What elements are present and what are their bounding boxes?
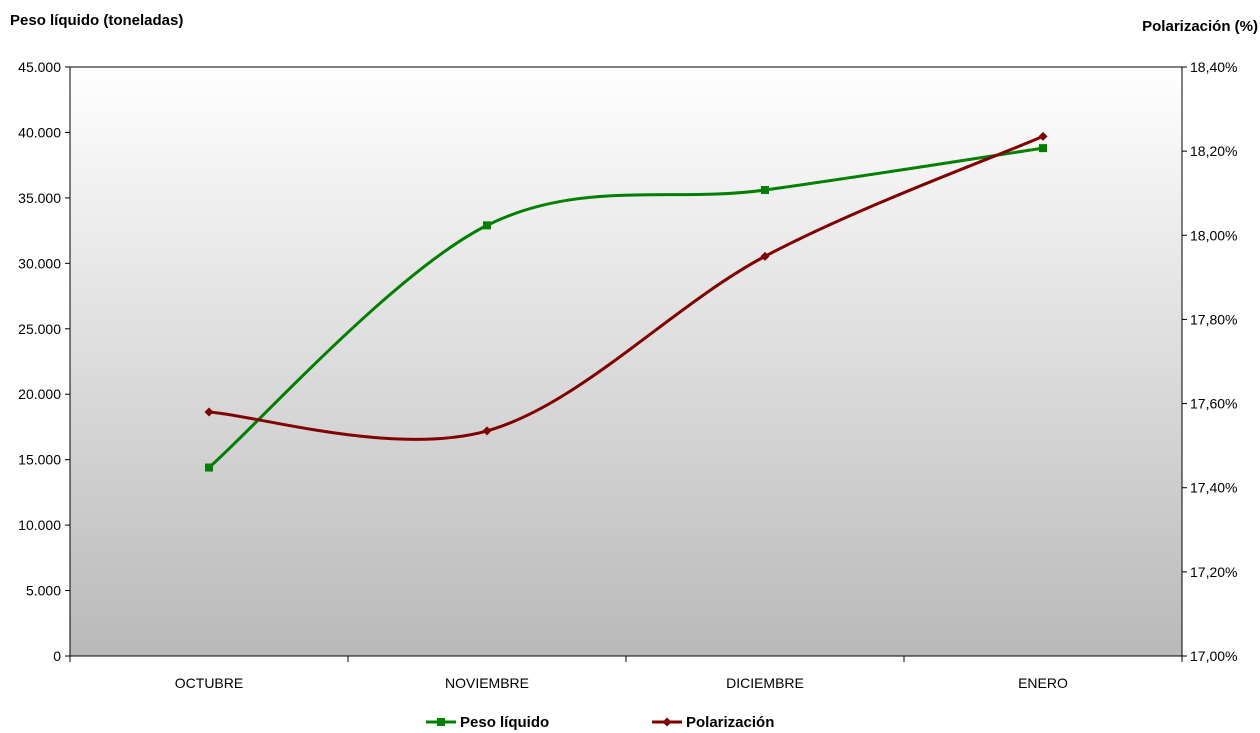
right-tick-label: 18,40%: [1190, 59, 1237, 75]
left-tick-label: 30.000: [18, 255, 61, 271]
right-tick-label: 17,00%: [1190, 648, 1237, 664]
right-tick-label: 17,20%: [1190, 564, 1237, 580]
left-axis-title: Peso líquido (toneladas): [10, 12, 183, 29]
data-point-peso-liquido: [761, 186, 769, 195]
data-point-polarizacion: [760, 251, 770, 261]
left-tick-label: 40.000: [18, 124, 61, 140]
legend-marker-polarizacion: [662, 717, 672, 727]
data-point-peso-liquido: [1039, 144, 1047, 153]
right-tick-label: 17,40%: [1190, 480, 1237, 496]
right-axis-title: Polarización (%): [1142, 18, 1258, 35]
right-tick-label: 18,00%: [1190, 227, 1237, 243]
x-tick-label: NOVIEMBRE: [445, 675, 529, 691]
legend-label-peso-liquido: Peso líquido: [460, 714, 549, 731]
x-tick-label: DICIEMBRE: [726, 675, 804, 691]
plot-area: [70, 67, 1182, 656]
data-point-polarizacion: [204, 407, 214, 417]
data-point-polarizacion: [482, 426, 492, 436]
left-tick-label: 5.000: [26, 583, 61, 599]
legend-marker-peso-liquido: [437, 718, 445, 726]
right-tick-label: 17,80%: [1190, 311, 1237, 327]
x-tick-label: ENERO: [1018, 675, 1068, 691]
left-tick-label: 15.000: [18, 452, 61, 468]
series-line-peso-liquido: [208, 146, 1044, 469]
left-tick-label: 20.000: [18, 386, 61, 402]
left-tick-label: 35.000: [18, 190, 61, 206]
legend: Peso líquido Polarización: [426, 714, 774, 731]
left-tick-label: 45.000: [18, 59, 61, 75]
series-line-polarizacion: [208, 135, 1044, 441]
left-tick-label: 25.000: [18, 321, 61, 337]
legend-label-polarizacion: Polarización: [686, 714, 774, 731]
x-tick-label: OCTUBRE: [175, 675, 243, 691]
left-tick-label: 10.000: [18, 517, 61, 533]
data-point-peso-liquido: [205, 463, 213, 472]
left-tick-label: 0: [53, 648, 61, 664]
right-tick-label: 17,60%: [1190, 396, 1237, 412]
data-point-peso-liquido: [483, 221, 491, 230]
data-point-polarizacion: [1038, 131, 1048, 141]
right-tick-label: 18,20%: [1190, 143, 1237, 159]
